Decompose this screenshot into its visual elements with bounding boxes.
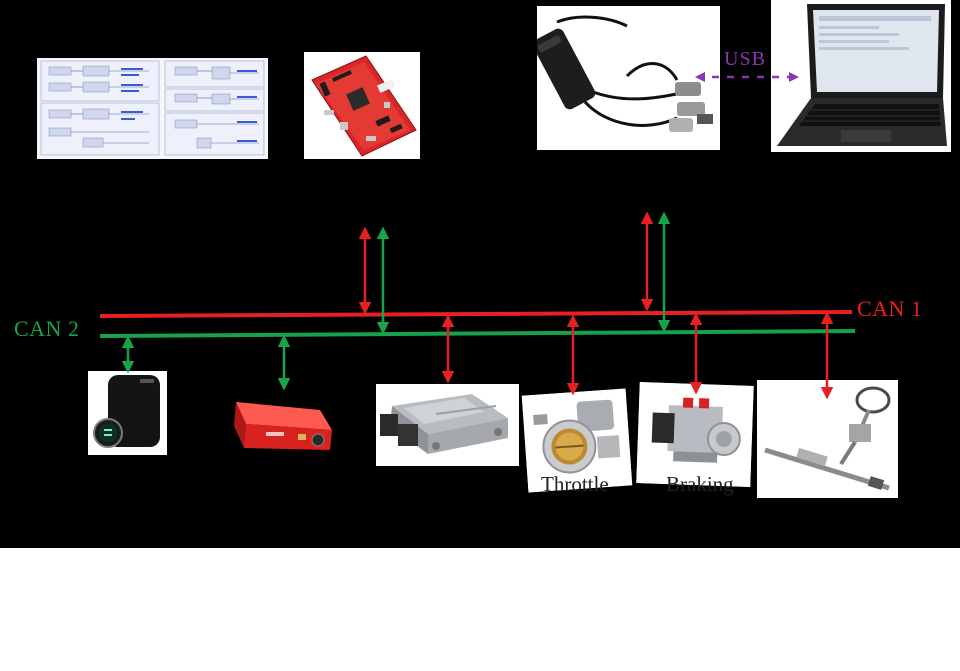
throttle-caption: Throttle [541,472,609,496]
laptop-photo [771,0,951,152]
braking-module-photo [636,382,754,487]
can2-bus-line [99,329,856,338]
usb-label: USB [724,48,766,70]
braking-caption: Braking [666,472,734,496]
can1-label: CAN 1 [857,296,923,321]
instrument-display-photo [88,371,167,455]
bus-wiring [99,72,856,400]
usb-can-interface-photo [537,6,720,150]
software-model-screenshot [37,58,268,159]
blank-footer-area [0,548,960,671]
can1-bus-line [99,310,853,318]
steering-rack-photo [757,380,898,498]
ecu-photo [376,384,519,466]
red-module-photo [226,392,336,454]
throttle-body-photo [521,388,633,493]
can-network-diagram: Throttle Braking [0,0,960,548]
can2-label: CAN 2 [14,316,80,341]
red-controller-board [304,52,420,159]
